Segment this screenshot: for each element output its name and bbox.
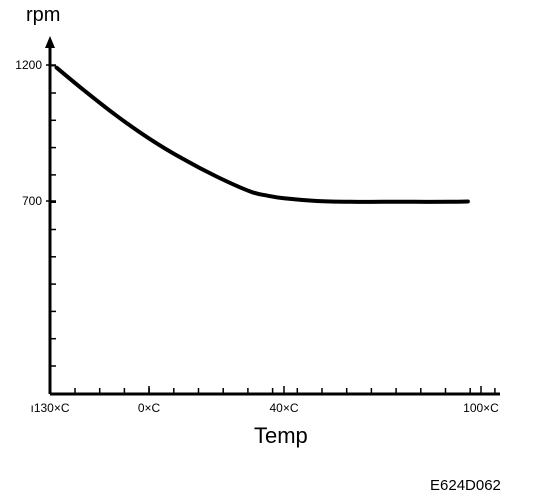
y-axis-arrow: [45, 36, 55, 48]
rpm-curve-line: [54, 65, 470, 204]
x-axis-label: Temp: [254, 423, 308, 448]
x-tick-label: 0×C: [138, 401, 161, 415]
chart-axes: [45, 36, 500, 396]
y-tick-label: 700: [22, 194, 42, 208]
chart-ticks: ı130×C 0×C 40×C 100×C 1200 700: [15, 58, 499, 415]
x-tick-label: 40×C: [269, 401, 298, 415]
figure-code: E624D062: [430, 477, 501, 494]
y-axis-label: rpm: [26, 4, 60, 26]
x-tick-label: 100×C: [463, 401, 499, 415]
chart-series: [54, 65, 470, 204]
y-tick-label: 1200: [15, 58, 42, 72]
x-tick-label: ı130×C: [30, 401, 69, 415]
